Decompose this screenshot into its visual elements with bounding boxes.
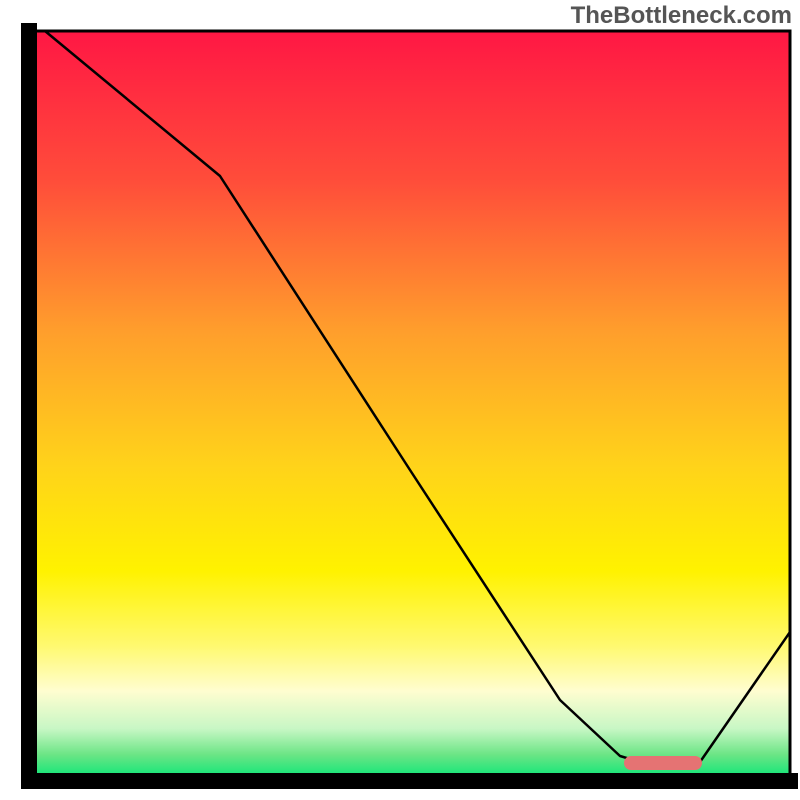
chart-background — [29, 31, 790, 781]
watermark-text: TheBottleneck.com — [571, 2, 792, 30]
optimal-marker — [624, 756, 702, 770]
bottleneck-chart — [0, 0, 800, 800]
